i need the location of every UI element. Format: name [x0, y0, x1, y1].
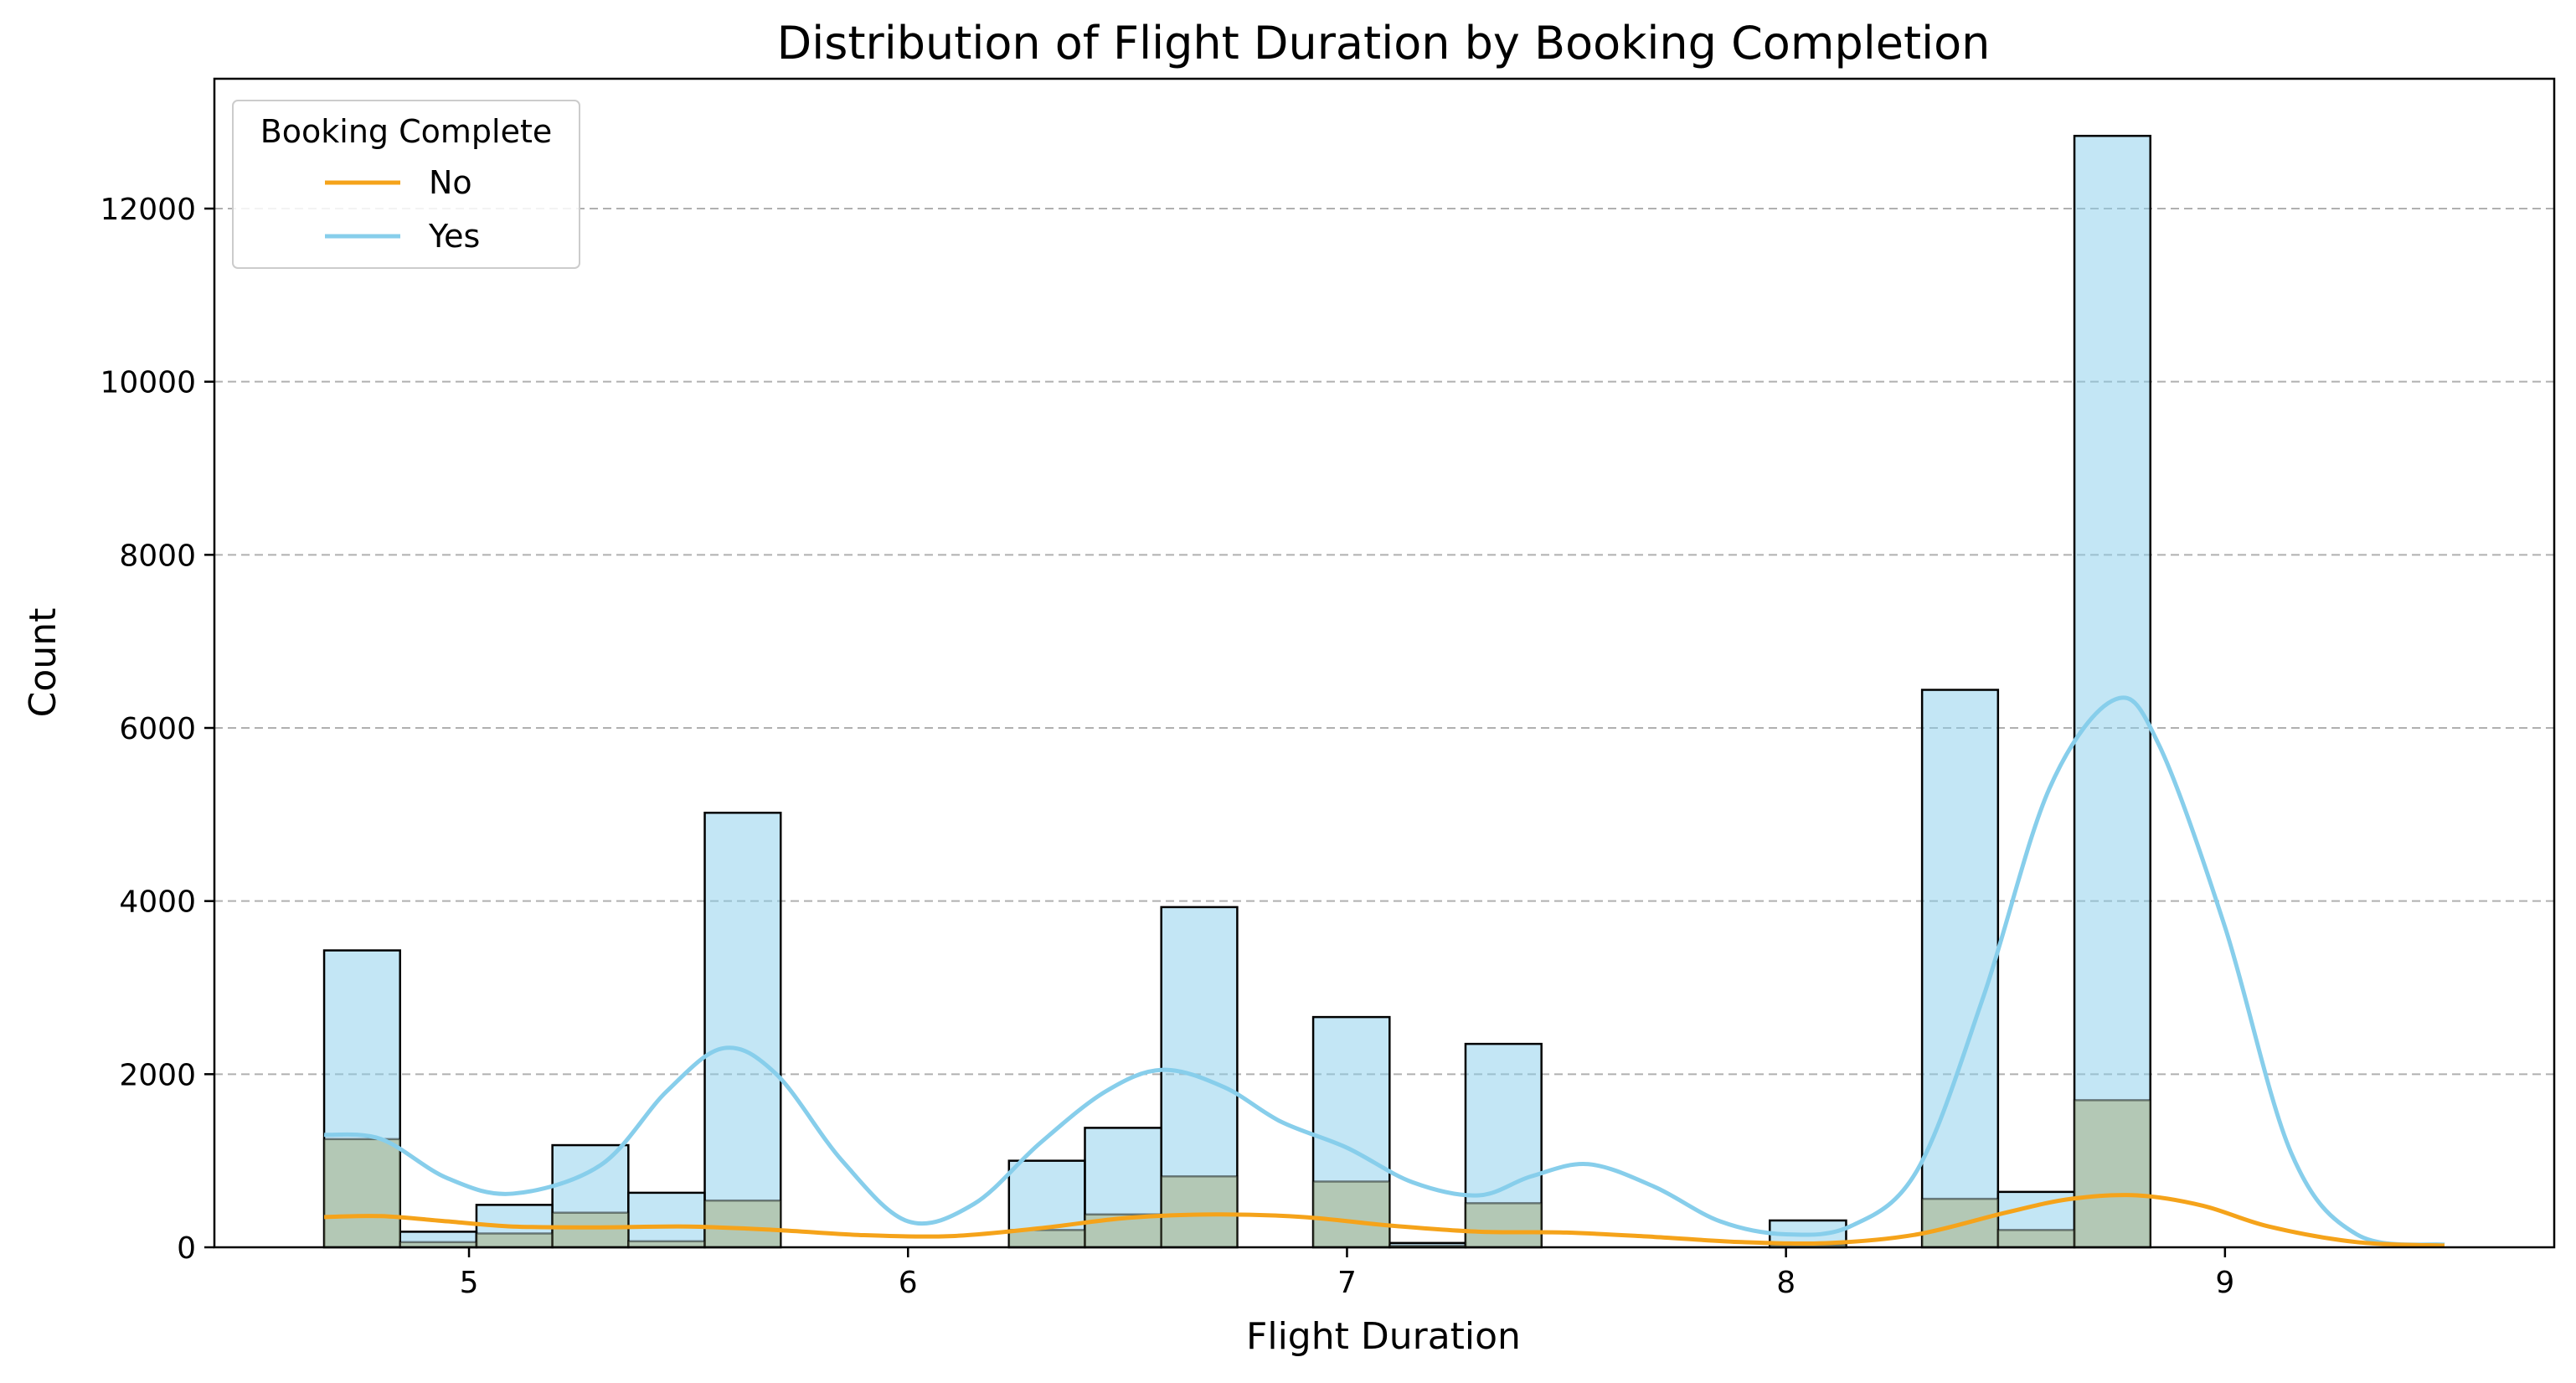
- legend-label-yes: Yes: [428, 218, 480, 255]
- plot-frame: [213, 77, 2556, 1249]
- y-tick-label: 10000: [100, 366, 196, 400]
- kde-curves: [323, 695, 2445, 1248]
- bar-no: [551, 1211, 630, 1249]
- bar-yes: [627, 1191, 706, 1249]
- bar-no: [322, 1138, 401, 1249]
- x-axis-ticks: 5 6 7 8 9: [460, 1247, 2234, 1300]
- bar-no: [1996, 1229, 2076, 1249]
- legend-box: [232, 100, 580, 269]
- x-axis-label: Flight Duration: [1246, 1315, 1521, 1358]
- bar-yes: [1920, 689, 2000, 1249]
- bar-no: [703, 1199, 782, 1249]
- x-tick-label: 6: [899, 1266, 918, 1300]
- bar-no: [1464, 1202, 1543, 1249]
- x-tick-label: 8: [1776, 1266, 1795, 1300]
- kde-line-yes: [323, 695, 2445, 1247]
- y-tick-label: 4000: [119, 885, 196, 920]
- bars-no-series: [322, 1099, 2151, 1249]
- legend-label-no: No: [429, 164, 472, 201]
- y-tick-label: 6000: [119, 712, 196, 746]
- bar-yes: [2073, 134, 2151, 1249]
- bar-no: [2073, 1099, 2151, 1249]
- chart-title: Distribution of Flight Duration by Booki…: [777, 17, 1991, 70]
- legend: Booking Complete No Yes: [232, 100, 580, 269]
- bar-yes: [703, 812, 782, 1249]
- y-tick-label: 8000: [119, 539, 196, 573]
- bar-no: [475, 1232, 554, 1249]
- x-tick-label: 5: [460, 1266, 479, 1300]
- bar-no: [1007, 1229, 1086, 1249]
- y-axis-ticks: 0 2000 4000 6000 8000 10000 12000: [100, 193, 214, 1266]
- x-tick-label: 7: [1337, 1266, 1357, 1300]
- kde-line-no: [324, 1193, 2445, 1248]
- y-tick-label: 12000: [100, 193, 196, 227]
- bar-no: [1160, 1175, 1239, 1249]
- x-tick-label: 9: [2215, 1266, 2234, 1300]
- y-tick-label: 0: [177, 1231, 196, 1266]
- legend-title: Booking Complete: [260, 113, 553, 150]
- y-tick-label: 2000: [119, 1058, 196, 1092]
- y-axis-label: Count: [22, 608, 64, 718]
- grid-lines: [214, 208, 2554, 1076]
- bar-no: [1311, 1180, 1391, 1249]
